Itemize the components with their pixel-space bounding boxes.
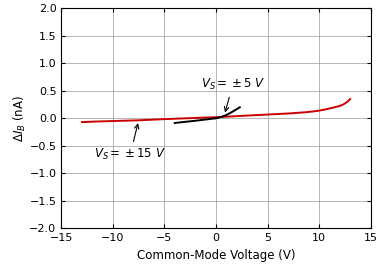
Y-axis label: $\Delta I_B$ (nA): $\Delta I_B$ (nA) <box>12 95 28 142</box>
X-axis label: Common-Mode Voltage (V): Common-Mode Voltage (V) <box>137 249 295 262</box>
Text: $V_S = \pm5\ V$: $V_S = \pm5\ V$ <box>201 77 265 111</box>
Text: $V_S = \pm15\ V$: $V_S = \pm15\ V$ <box>94 124 166 162</box>
